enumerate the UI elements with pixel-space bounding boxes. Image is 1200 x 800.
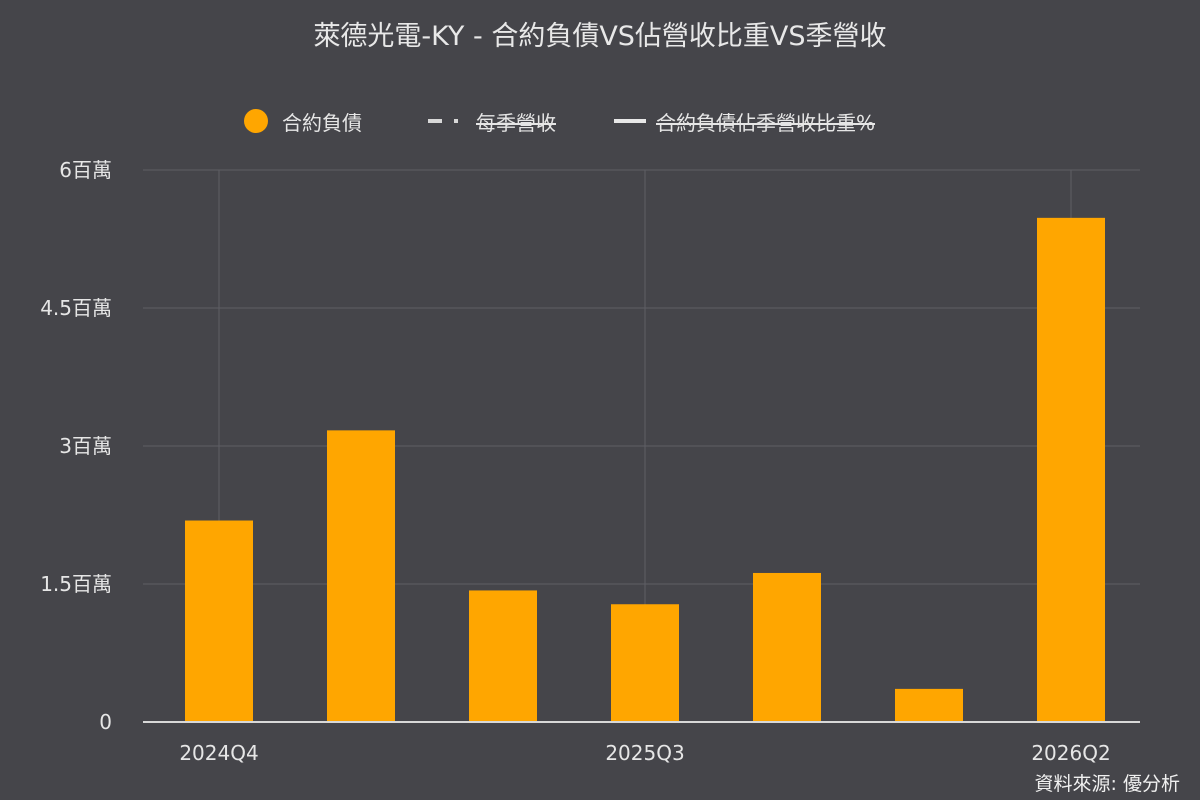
y-tick-label: 1.5百萬 — [40, 572, 112, 596]
legend-label: 每季營收 — [476, 110, 556, 135]
legend-item-contract-liabilities[interactable]: 合約負債 — [244, 106, 362, 136]
bar-2026q1[interactable] — [895, 688, 963, 722]
legend-label: 合約負債佔季營收比重% — [656, 110, 876, 135]
y-tick-label: 4.5百萬 — [40, 296, 112, 320]
bar-2025q2[interactable] — [469, 590, 537, 722]
bar-2025q1[interactable] — [327, 430, 395, 722]
chart-title: 萊德光電-KY - 合約負債VS佔營收比重VS季營收 — [313, 21, 887, 52]
y-tick-label: 0 — [99, 710, 112, 734]
bar-2025q3[interactable] — [611, 604, 679, 722]
legend-item-ratio[interactable]: 合約負債佔季營收比重% — [614, 106, 875, 136]
legend-dash-icon — [428, 119, 466, 123]
legend-dot-icon — [244, 109, 268, 133]
x-tick-label: 2025Q3 — [605, 741, 684, 765]
legend-item-quarterly-revenue[interactable]: 每季營收 — [428, 106, 556, 136]
bar-2026q2[interactable] — [1037, 217, 1105, 722]
legend-line-icon — [614, 119, 646, 123]
bar-2024q4[interactable] — [185, 520, 253, 722]
bar-2025q4[interactable] — [753, 572, 821, 722]
x-tick-label: 2026Q2 — [1031, 741, 1110, 765]
legend: 合約負債 每季營收 合約負債佔季營收比重% — [0, 106, 1200, 136]
legend-label: 合約負債 — [282, 110, 362, 135]
source-label: 資料來源: 優分析 — [1034, 773, 1180, 795]
y-tick-label: 6百萬 — [59, 158, 112, 182]
x-tick-label: 2024Q4 — [179, 741, 258, 765]
y-tick-label: 3百萬 — [59, 434, 112, 458]
